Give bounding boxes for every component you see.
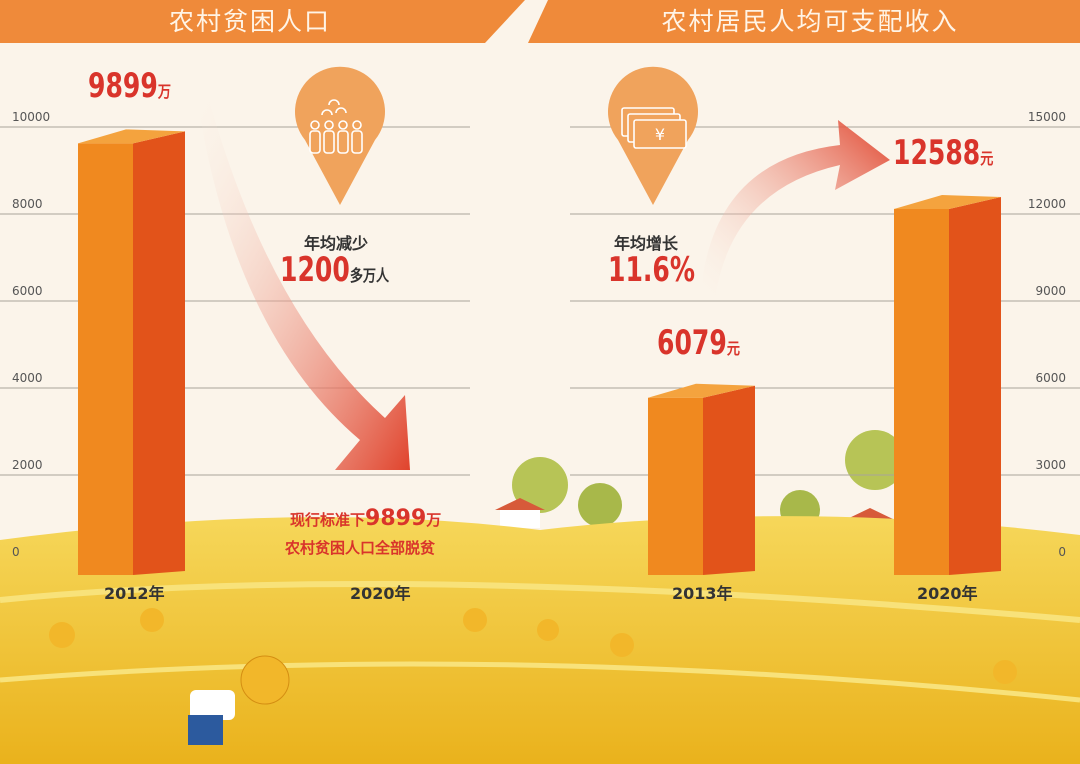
left-header-band	[0, 0, 525, 43]
bar-top-face	[648, 383, 755, 398]
data-label-2012: 9899万	[88, 66, 171, 106]
y-tick-label: 3000	[1035, 458, 1066, 472]
data-label-2020-income: 12588元	[893, 133, 994, 173]
x-label-2012: 2012年	[104, 584, 165, 603]
bar-2012年	[78, 129, 185, 575]
annual-decrease-value: 1200多万人	[280, 250, 390, 290]
y-tick-label: 8000	[12, 197, 43, 211]
bar-2020年	[894, 194, 1001, 575]
money-yuan-pin-icon: ¥	[608, 66, 698, 205]
annual-decrease-label: 年均减少	[304, 234, 369, 253]
y-tick-label: 10000	[12, 110, 51, 124]
y-tick-label: 0	[1058, 545, 1066, 559]
bar-front-face	[78, 143, 133, 575]
bar-2013年	[648, 383, 755, 575]
svg-text:¥: ¥	[655, 125, 665, 144]
y-tick-label: 2000	[12, 458, 43, 472]
bar-top-face	[894, 194, 1001, 209]
x-label-2020-right: 2020年	[917, 584, 978, 603]
data-label-2013: 6079元	[657, 323, 740, 363]
y-tick-label: 4000	[12, 371, 43, 385]
right-header-band	[528, 0, 1080, 43]
people-group-pin-icon	[295, 66, 386, 206]
y-tick-label: 9000	[1035, 284, 1066, 298]
bar-side-face	[133, 131, 185, 575]
left-chart-title: 农村贫困人口	[168, 7, 331, 36]
bar-front-face	[648, 397, 703, 575]
y-tick-label: 15000	[1027, 110, 1066, 124]
y-tick-label: 12000	[1027, 197, 1066, 211]
poverty-note-line2: 农村贫困人口全部脱贫	[285, 539, 436, 557]
annual-growth-value: 11.6%	[608, 250, 696, 290]
bar-top-face	[78, 129, 185, 144]
bar-side-face	[949, 196, 1001, 575]
increase-arrow	[700, 120, 890, 300]
y-tick-label: 6000	[1035, 371, 1066, 385]
annual-growth-label: 年均增长	[614, 234, 679, 253]
rice-field-illustration	[0, 430, 1080, 764]
y-tick-label: 0	[12, 545, 20, 559]
bar-front-face	[894, 208, 949, 575]
x-label-2020-left: 2020年	[350, 584, 411, 603]
decrease-arrow	[195, 85, 410, 470]
right-chart-title: 农村居民人均可支配收入	[661, 7, 959, 36]
bar-side-face	[703, 385, 755, 575]
poverty-note-line1: 现行标准下9899万	[290, 506, 442, 531]
y-tick-label: 6000	[12, 284, 43, 298]
x-label-2013: 2013年	[672, 584, 733, 603]
